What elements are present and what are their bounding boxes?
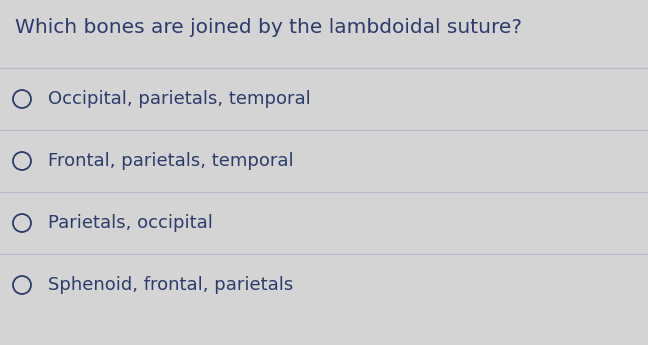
Text: Sphenoid, frontal, parietals: Sphenoid, frontal, parietals [48, 276, 294, 294]
Text: Which bones are joined by the lambdoidal suture?: Which bones are joined by the lambdoidal… [15, 18, 522, 37]
Text: Parietals, occipital: Parietals, occipital [48, 214, 213, 232]
Text: Frontal, parietals, temporal: Frontal, parietals, temporal [48, 152, 294, 170]
Text: Occipital, parietals, temporal: Occipital, parietals, temporal [48, 90, 311, 108]
